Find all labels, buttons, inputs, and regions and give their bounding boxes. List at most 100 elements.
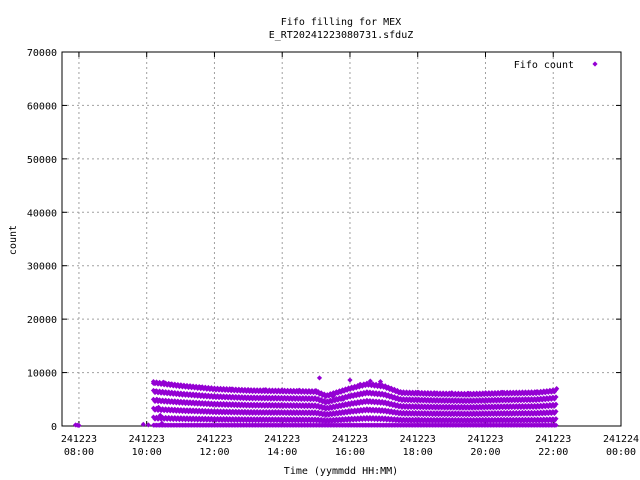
data-point bbox=[169, 414, 175, 421]
data-point bbox=[510, 403, 516, 409]
data-point bbox=[355, 415, 361, 421]
data-point bbox=[202, 384, 208, 390]
data-point bbox=[219, 410, 225, 416]
data-point bbox=[193, 399, 199, 405]
data-point bbox=[542, 397, 548, 403]
y-tick-label: 30000 bbox=[27, 262, 57, 273]
data-point bbox=[154, 396, 160, 402]
data-point bbox=[265, 403, 271, 409]
data-point bbox=[431, 396, 437, 403]
data-point bbox=[285, 387, 291, 393]
data-point bbox=[277, 410, 283, 417]
data-point bbox=[393, 418, 399, 424]
x-tick-time-label: 10:00 bbox=[132, 447, 162, 458]
data-point bbox=[541, 409, 547, 415]
data-point bbox=[179, 408, 186, 415]
data-point bbox=[173, 400, 179, 406]
y-tick-label: 10000 bbox=[27, 369, 57, 380]
data-point bbox=[400, 416, 407, 422]
data-point bbox=[402, 398, 408, 404]
data-point bbox=[155, 407, 161, 413]
data-point bbox=[323, 400, 329, 406]
data-point bbox=[245, 394, 251, 400]
data-point bbox=[411, 405, 417, 411]
legend-label: Fifo count bbox=[514, 60, 574, 71]
data-point bbox=[295, 389, 301, 395]
data-point bbox=[402, 391, 408, 397]
x-tick-date-label: 241223 bbox=[400, 434, 436, 445]
data-point bbox=[382, 407, 388, 413]
data-point bbox=[493, 391, 500, 397]
data-point bbox=[507, 409, 513, 416]
data-point bbox=[440, 410, 446, 416]
data-point bbox=[173, 391, 179, 398]
data-point bbox=[403, 409, 410, 415]
data-point bbox=[277, 403, 283, 409]
data-point bbox=[166, 414, 172, 421]
data-point bbox=[230, 401, 236, 407]
data-point bbox=[482, 390, 489, 396]
data-point bbox=[527, 391, 533, 397]
data-point bbox=[370, 406, 376, 412]
data-point bbox=[538, 402, 544, 408]
data-point bbox=[464, 403, 471, 410]
data-point bbox=[350, 409, 356, 415]
data-point bbox=[541, 388, 547, 394]
data-point bbox=[164, 408, 170, 414]
data-point bbox=[196, 399, 202, 405]
data-point bbox=[374, 383, 381, 390]
data-point bbox=[513, 409, 519, 416]
data-point bbox=[515, 418, 521, 424]
data-point bbox=[445, 412, 451, 418]
data-point bbox=[530, 411, 536, 417]
x-tick-date-label: 241223 bbox=[129, 434, 165, 445]
data-point bbox=[357, 381, 363, 387]
data-point bbox=[172, 381, 178, 387]
data-point bbox=[464, 397, 471, 403]
data-point bbox=[532, 409, 538, 415]
data-point bbox=[474, 390, 480, 396]
data-point bbox=[181, 390, 187, 396]
data-point bbox=[423, 411, 429, 418]
data-point bbox=[541, 416, 547, 422]
data-point bbox=[480, 410, 486, 416]
data-point bbox=[426, 398, 433, 404]
data-point bbox=[510, 409, 516, 416]
data-point bbox=[239, 416, 245, 422]
data-point bbox=[263, 394, 269, 400]
data-point bbox=[509, 418, 515, 424]
data-point bbox=[187, 407, 193, 413]
data-point bbox=[545, 411, 551, 417]
data-point bbox=[344, 387, 350, 393]
data-point bbox=[483, 410, 489, 416]
data-point bbox=[504, 403, 510, 409]
data-point bbox=[384, 385, 390, 391]
data-point bbox=[246, 403, 253, 409]
data-point bbox=[394, 416, 400, 422]
data-point bbox=[545, 403, 551, 410]
data-point bbox=[243, 417, 250, 424]
data-point bbox=[431, 416, 437, 422]
data-point bbox=[393, 396, 399, 402]
data-point bbox=[385, 384, 391, 390]
data-point bbox=[208, 415, 215, 421]
data-point bbox=[153, 414, 160, 420]
data-point bbox=[233, 408, 239, 414]
data-point bbox=[414, 418, 420, 424]
data-point bbox=[414, 405, 420, 411]
data-point bbox=[303, 387, 309, 394]
data-point bbox=[460, 392, 466, 398]
data-point bbox=[385, 415, 391, 421]
data-point bbox=[283, 418, 289, 424]
data-point bbox=[539, 411, 545, 417]
data-point bbox=[539, 397, 545, 403]
data-point bbox=[452, 410, 458, 416]
data-point bbox=[553, 422, 559, 428]
data-point bbox=[187, 415, 193, 421]
data-point bbox=[548, 418, 554, 424]
data-point bbox=[492, 416, 498, 422]
data-point bbox=[414, 398, 420, 404]
data-point bbox=[352, 399, 358, 405]
data-point bbox=[420, 418, 426, 424]
data-point bbox=[398, 389, 404, 395]
